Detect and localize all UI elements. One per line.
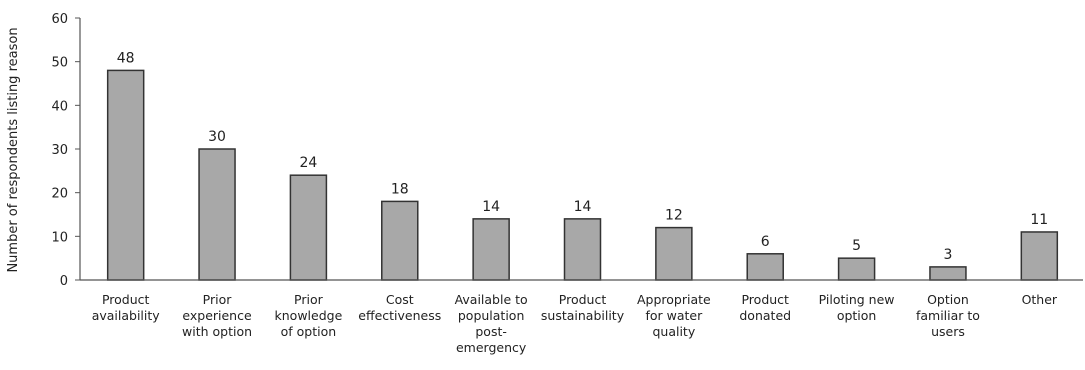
- data-label: 18: [391, 181, 409, 197]
- y-tick-label: 10: [51, 230, 68, 245]
- bar: [746, 253, 784, 281]
- y-tick-label: 40: [51, 99, 68, 114]
- category-label: Product availability: [92, 292, 161, 323]
- data-label: 6: [761, 234, 770, 250]
- data-label: 24: [299, 155, 317, 171]
- y-tick-label: 20: [51, 187, 68, 202]
- bars: [106, 69, 1059, 281]
- data-label: 11: [1030, 212, 1048, 228]
- bar: [472, 218, 510, 281]
- bar: [563, 218, 602, 281]
- bar: [837, 257, 876, 281]
- bar: [381, 200, 419, 281]
- y-tick-label: 30: [51, 143, 68, 158]
- data-label: 12: [665, 208, 683, 224]
- y-tick-label: 50: [51, 56, 68, 71]
- bar: [929, 266, 967, 281]
- category-label: Prior knowledge of option: [275, 292, 343, 339]
- category-label: Available to population post-emergency: [455, 292, 528, 355]
- bar: [106, 69, 145, 281]
- category-label: Option familiar to users: [916, 292, 980, 339]
- bar: [1020, 231, 1059, 281]
- bar: [655, 226, 693, 281]
- data-label: 5: [852, 238, 861, 254]
- y-tick-label: 0: [60, 274, 68, 289]
- data-label: 14: [482, 199, 500, 215]
- category-label: Prior experience with option: [182, 292, 252, 339]
- category-label: Product sustainability: [541, 292, 625, 323]
- bar: [198, 148, 236, 281]
- category-label: Other: [1022, 292, 1058, 307]
- category-label: Cost effectiveness: [358, 292, 441, 323]
- data-labels: 48 30 24 18 14 14 12 6 5 3 11: [117, 50, 1048, 263]
- y-tick-label: 60: [51, 12, 68, 27]
- category-label: Appropriate for water quality: [637, 292, 711, 339]
- data-label: 30: [208, 129, 226, 145]
- category-label: Piloting new option: [819, 292, 895, 323]
- category-labels: Product availability Prior experience with o…: [92, 292, 1058, 355]
- y-axis: 0 10 20 30 40 50 60: [51, 12, 81, 289]
- y-axis-label: Number of respondents listing reason: [6, 27, 21, 272]
- bar: [289, 174, 328, 281]
- data-label: 14: [574, 199, 592, 215]
- data-label: 48: [117, 50, 135, 66]
- data-label: 3: [943, 247, 952, 263]
- category-label: Product donated: [739, 292, 791, 323]
